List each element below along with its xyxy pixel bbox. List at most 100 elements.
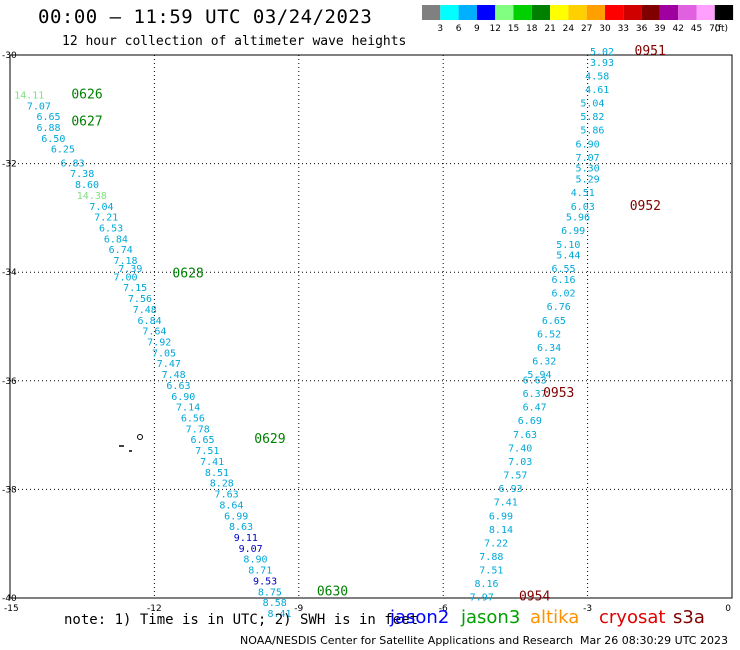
satellite-name: jason2 [390,607,450,628]
wave-height-label: 6.69 [518,416,542,427]
legend-label: 21 [544,24,555,34]
wave-height-label: 7.07 [27,101,51,112]
legend-swatch [605,5,624,20]
pass-time-label: 0952 [630,199,661,214]
wave-height-label: 6.84 [104,234,128,245]
pass-time-labels: 0626 0627 0628 0629 0630 0951 0952 0953 0954 [71,44,665,605]
legend-swatch [495,5,514,20]
wave-height-label: 7.78 [186,424,210,435]
legend-swatch [696,5,715,20]
wave-height-label: 7.48 [133,305,157,316]
wave-height-label: 8.64 [219,500,243,511]
wave-height-label: 14.11 [14,90,44,101]
wave-height-label: 8.60 [75,180,99,191]
legend-swatch [440,5,459,20]
wave-height-label: 6.93 [499,484,523,495]
wave-height-label: 8.51 [205,468,229,479]
lat-tick-label: -36 [2,377,17,387]
legend-swatch [513,5,532,20]
wave-height-label: 5.30 [576,164,600,175]
wave-height-label: 6.83 [61,158,85,169]
wave-height-label: 8.58 [263,598,287,609]
legend-swatch [641,5,660,20]
wave-height-label: 6.99 [561,226,585,237]
wave-height-label: 7.18 [113,256,137,267]
legend-swatch [714,5,734,20]
pass-time-label: 0953 [543,386,574,401]
wave-height-label: 7.21 [94,213,118,224]
wave-height-label: 7.07 [576,153,600,164]
wave-height-label: 7.88 [479,552,503,563]
wave-height-label: 6.90 [171,392,195,403]
wave-height-label: 7.64 [142,327,166,338]
legend-label: 3 [437,24,443,34]
wave-height-label: 7.48 [162,370,186,381]
legend-label: 30 [599,24,611,34]
wave-height-label: 7.38 [70,169,94,180]
wave-height-label: 5.10 [556,240,580,251]
legend-label: 18 [526,24,538,34]
pass-time-label: 0954 [519,590,550,605]
wave-height-label: 6.99 [489,511,513,522]
map-subtitle: 12 hour collection of altimeter wave hei… [62,34,407,49]
map-title: 00:00 – 11:59 UTC 03/24/2023 [38,6,373,28]
wave-height-label: 5.02 [590,47,614,58]
wave-height-label: 7.00 [113,272,137,283]
lon-tick-label: -15 [4,604,19,614]
wave-height-label: 5.82 [580,112,604,123]
wave-height-label: 6.76 [547,302,571,313]
wave-height-label: 7.97 [470,593,494,604]
lon-tick-label: -3 [583,604,592,614]
legend-unit: (ft) [714,24,728,34]
wave-height-label: 5.86 [580,126,604,137]
wave-height-label: 4.51 [571,188,595,199]
wave-height-label: 6.47 [523,403,547,414]
satellite-name: jason3 [461,607,521,628]
wave-height-label: 8.28 [210,479,234,490]
wave-height-label: 6.88 [36,123,60,134]
wave-height-label: 4.61 [585,85,609,96]
wave-height-label: 6.56 [181,414,205,425]
wave-height-label: 6.32 [532,357,556,368]
wave-height-label: 6.55 [551,264,575,275]
wave-height-label: 6.63 [166,381,190,392]
wave-height-label: 6.99 [224,511,248,522]
lon-tick-label: -9 [294,604,303,614]
wave-height-label: 7.03 [508,457,532,468]
wave-height-label: 6.90 [576,139,600,150]
wave-height-label: 6.63 [523,376,547,387]
wave-height-label: 8.63 [229,522,253,533]
wave-height-label: 7.92 [147,338,171,349]
altimeter-tracks: 14.117.076.656.886.506.256.837.388.6014.… [14,47,614,620]
satellite-name: cryosat [599,607,666,628]
lat-tick-label: -32 [2,160,17,170]
wave-height-label: 6.74 [109,245,133,256]
wave-height-label: 9.53 [253,576,277,587]
wave-height-label: 6.65 [542,316,566,327]
wave-height-label: 8.41 [267,609,291,620]
wave-height-label: 5.29 [576,175,600,186]
pass-time-label: 0628 [172,267,203,282]
legend-label: 70 [709,24,721,34]
footer-timestamp: Mar 26 08:30:29 UTC 2023 [580,634,728,647]
wave-height-label: 5.04 [580,99,604,110]
wave-height-label: 6.84 [138,316,162,327]
wave-height-label: 7.41 [200,457,224,468]
pass-time-label: 0626 [71,87,102,102]
wave-height-label: 7.40 [508,443,532,454]
wave-height-label: 8.71 [248,566,272,577]
axis-ticks: -30-32-34-36-38-40-15 -12 -9 -6 -3 0 [2,51,731,614]
wave-height-label: 3.93 [590,58,614,69]
island-mark [137,434,143,440]
wave-height-label: 7.22 [484,538,508,549]
legend-swatch [476,5,496,20]
legend-swatch [568,5,587,20]
wave-height-label: 7.04 [89,202,113,213]
legend-swatch [531,5,551,20]
wave-height-label: 7.14 [176,403,200,414]
wave-height-label: 5.94 [527,370,551,381]
wave-height-label: 7.05 [152,348,176,359]
legend-label: 24 [563,24,575,34]
legend-label: 33 [618,24,629,34]
